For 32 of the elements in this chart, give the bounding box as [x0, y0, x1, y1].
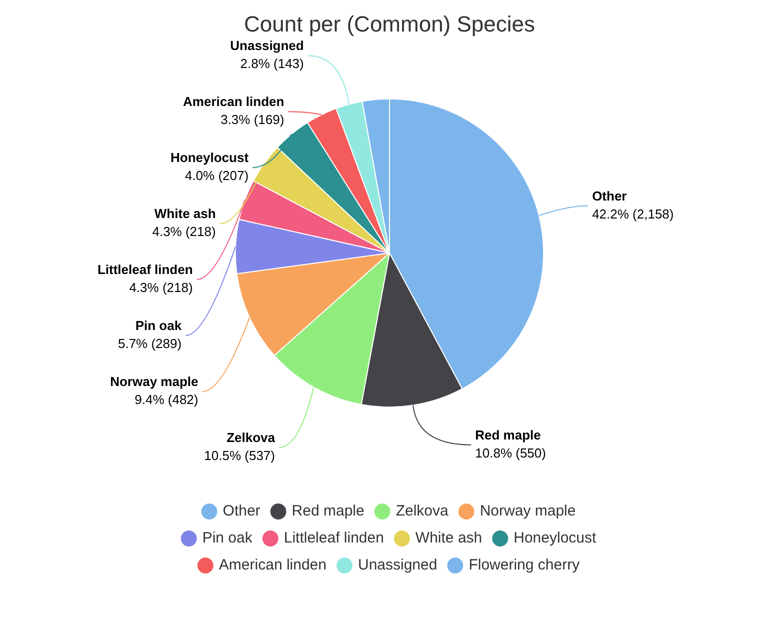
legend-label: Unassigned — [358, 556, 438, 574]
legend-label: Honeylocust — [514, 530, 598, 547]
legend-label: American linden — [218, 556, 326, 574]
slice-label: American linden — [183, 94, 284, 110]
slice-label: Honeylocust — [170, 150, 250, 166]
data-label: 9.4% (482) — [134, 392, 198, 408]
data-label: 2.8% (143) — [240, 56, 304, 72]
data-label: 4.0% (207) — [184, 168, 249, 184]
slice-label: Pin oak — [135, 318, 182, 334]
legend-label: Red maple — [292, 502, 364, 520]
data-label: 4.3% (218) — [152, 224, 216, 240]
slice-label: Other — [592, 188, 627, 204]
legend-label: White ash — [415, 530, 482, 547]
data-label: 42.2% (2,158) — [592, 206, 674, 222]
slice-label: Red maple — [475, 427, 541, 442]
legend-label: Zelkova — [396, 502, 450, 520]
data-label: 3.3% (169) — [220, 112, 284, 128]
data-label: 10.5% (537) — [204, 448, 275, 464]
data-label: 10.8% (550) — [475, 445, 546, 460]
legend-label: Norway maple — [480, 502, 576, 520]
legend-label: Other — [222, 502, 260, 520]
slice-label: Unassigned — [230, 38, 304, 54]
legend-label: Flowering cherry — [468, 556, 580, 574]
data-label: 4.3% (218) — [129, 280, 193, 296]
slice-label: Norway maple — [110, 374, 198, 390]
data-label: 5.7% (289) — [118, 336, 182, 352]
slice-label: Zelkova — [226, 430, 276, 446]
slice-label: White ash — [154, 206, 216, 222]
legend-label: Pin oak — [202, 530, 253, 547]
slice-label: Littleleaf linden — [97, 262, 193, 278]
chart-title: Count per (Common) Species — [244, 11, 536, 36]
legend-label: Littleleaf linden — [284, 530, 384, 547]
